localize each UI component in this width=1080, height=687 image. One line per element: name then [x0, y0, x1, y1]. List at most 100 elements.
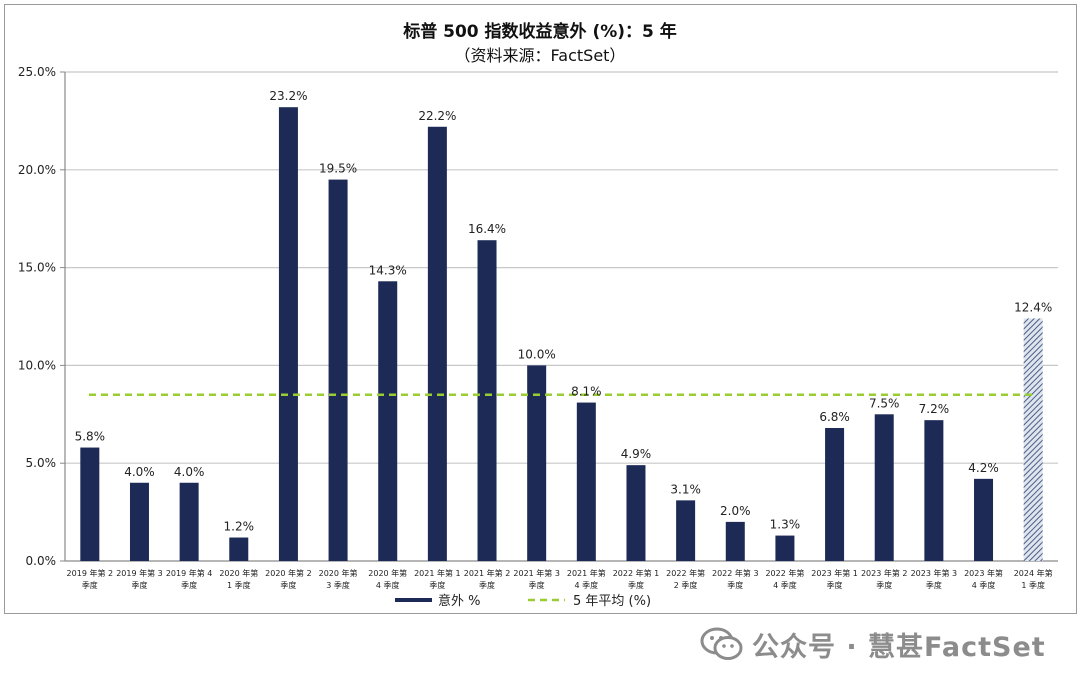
watermark: 公众号 · 慧甚FactSet	[700, 624, 1046, 664]
x-tick-label: 季度	[82, 580, 98, 590]
x-tick-label: 2021 年第	[567, 568, 606, 578]
bar	[527, 365, 547, 561]
x-tick-label: 季度	[926, 580, 942, 590]
y-tick-label: 0.0%	[26, 554, 57, 568]
x-axis-ticks: 2019 年第 2 季度 2019 年第 3 季度 2019 年第 4 季度 2020 年第…	[67, 568, 1053, 590]
bars	[80, 107, 1043, 561]
x-tick-label: 2021 年第 3	[513, 568, 560, 578]
x-tick-label: 季度	[529, 580, 545, 590]
bar-value-label: 4.2%	[968, 461, 999, 475]
bar-value-label: 23.2%	[269, 89, 307, 103]
bar	[974, 478, 994, 561]
bar-value-label: 4.0%	[174, 465, 205, 479]
bar	[129, 482, 149, 561]
x-tick-label: 2019 年第 3	[116, 568, 163, 578]
bar-value-labels: 5.8% 4.0% 4.0% 1.2% 23.2% 19.5% 14.3% 22.2% 16.4…	[75, 89, 1053, 533]
x-tick-label: 2024 年第	[1014, 568, 1053, 578]
y-tick-label: 20.0%	[18, 163, 56, 177]
watermark-text: 公众号 · 慧甚FactSet	[752, 631, 1046, 663]
legend-label-average: 5 年平均 (%)	[573, 594, 651, 609]
y-tick-label: 5.0%	[26, 456, 57, 470]
bar	[676, 500, 696, 561]
x-tick-label: 季度	[479, 580, 495, 590]
x-tick-label: 4 季度	[376, 580, 400, 590]
x-tick-label: 2023 年第 1	[811, 568, 858, 578]
bar-value-label: 1.3%	[770, 518, 801, 532]
gridlines	[60, 71, 1058, 562]
bar	[427, 126, 447, 561]
bar-value-label: 12.4%	[1014, 300, 1052, 314]
bar-value-label: 1.2%	[224, 520, 255, 534]
bar	[725, 521, 745, 561]
wechat-icon	[700, 627, 743, 660]
bar-value-label: 19.5%	[319, 162, 357, 176]
bar-value-label: 10.0%	[518, 347, 556, 361]
bar	[626, 465, 646, 561]
bar-value-label: 6.8%	[819, 410, 850, 424]
bar	[80, 447, 100, 561]
bar-value-label: 16.4%	[468, 222, 506, 236]
x-tick-label: 4 季度	[575, 580, 599, 590]
x-tick-label: 2021 年第 1	[414, 568, 461, 578]
x-tick-label: 2023 年第 2	[861, 568, 908, 578]
legend: 意外 % 5 年平均 (%)	[395, 593, 651, 609]
x-tick-label: 季度	[131, 580, 147, 590]
x-tick-label: 2020 年第	[319, 568, 358, 578]
bar	[229, 537, 249, 561]
bar-value-label: 2.0%	[720, 504, 751, 518]
x-tick-label: 4 季度	[773, 580, 797, 590]
chart-title: 标普 500 指数收益意外 (%)：5 年	[403, 22, 677, 42]
x-tick-label: 季度	[876, 580, 892, 590]
bar-value-label: 4.9%	[621, 447, 652, 461]
x-tick-label: 2022 年第 3	[712, 568, 759, 578]
x-tick-label: 季度	[628, 580, 644, 590]
bar-value-label: 22.2%	[418, 109, 456, 123]
bar	[1023, 318, 1043, 561]
bar	[924, 420, 944, 561]
x-tick-label: 2021 年第 2	[464, 568, 511, 578]
x-tick-label: 季度	[827, 580, 843, 590]
bar	[328, 179, 348, 561]
x-tick-label: 2019 年第 2	[67, 568, 114, 578]
y-tick-label: 10.0%	[18, 358, 56, 372]
bar	[378, 281, 398, 561]
bar	[576, 402, 596, 561]
bar-value-label: 7.5%	[869, 396, 900, 410]
bar-value-label: 5.8%	[75, 430, 106, 444]
bar	[775, 535, 795, 561]
x-tick-label: 2020 年第	[219, 568, 258, 578]
y-axis-ticks: 0.0% 5.0% 10.0% 15.0% 20.0% 25.0%	[18, 65, 56, 568]
x-tick-label: 4 季度	[972, 580, 996, 590]
x-tick-label: 2 季度	[674, 580, 698, 590]
bar	[278, 107, 298, 561]
x-tick-label: 季度	[181, 580, 197, 590]
y-tick-label: 15.0%	[18, 261, 56, 275]
x-tick-label: 2022 年第	[765, 568, 804, 578]
chart-subtitle: （资料来源：FactSet）	[454, 46, 626, 65]
x-tick-label: 1 季度	[227, 580, 251, 590]
x-tick-label: 2022 年第 1	[613, 568, 660, 578]
bar	[825, 427, 845, 561]
x-tick-label: 2020 年第 2	[265, 568, 312, 578]
bar-value-label: 14.3%	[369, 263, 407, 277]
bar-value-label: 3.1%	[670, 482, 701, 496]
legend-label-surprise: 意外 %	[438, 593, 481, 609]
bar-value-label: 7.2%	[919, 402, 950, 416]
x-tick-label: 2023 年第	[964, 568, 1003, 578]
bar	[179, 482, 199, 561]
x-tick-label: 3 季度	[326, 580, 350, 590]
bar-value-label: 4.0%	[124, 465, 155, 479]
bar	[477, 240, 497, 561]
y-tick-label: 25.0%	[18, 65, 56, 79]
x-tick-label: 2022 年第	[666, 568, 705, 578]
x-tick-label: 1 季度	[1021, 580, 1045, 590]
x-tick-label: 季度	[280, 580, 296, 590]
bar	[874, 414, 894, 561]
bar-value-label: 8.1%	[571, 385, 602, 399]
x-tick-label: 季度	[429, 580, 445, 590]
x-tick-label: 2020 年第	[368, 568, 407, 578]
x-tick-label: 季度	[727, 580, 743, 590]
x-tick-label: 2019 年第 4	[166, 568, 213, 578]
x-tick-label: 2023 年第 3	[911, 568, 958, 578]
